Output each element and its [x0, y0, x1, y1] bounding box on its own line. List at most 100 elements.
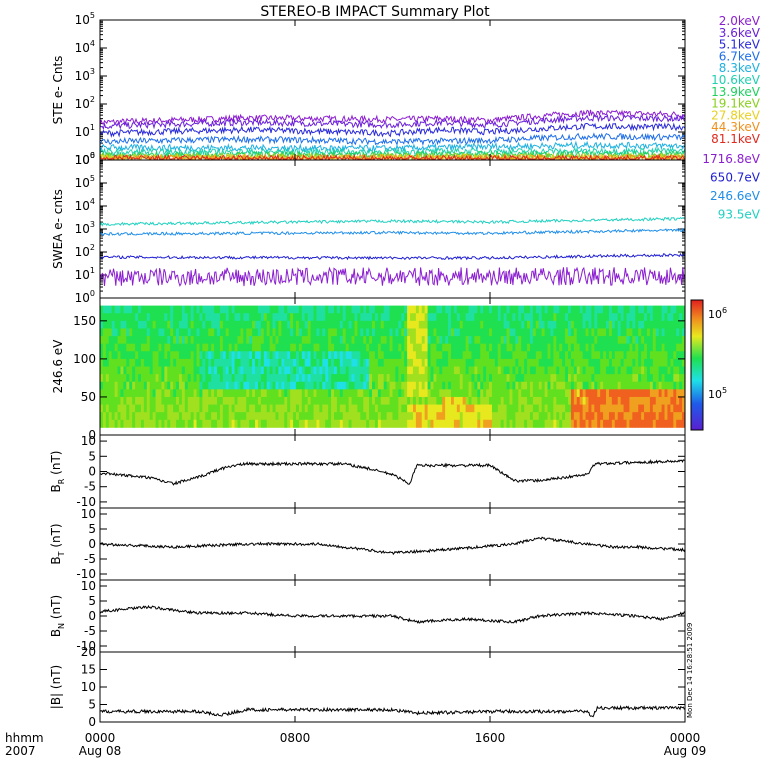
ytick-label: 5 [88, 449, 96, 463]
colorbar [690, 299, 704, 431]
ytick-label: 104 [75, 39, 95, 55]
ytick-label: 10 [81, 680, 96, 694]
xtick-label: 1600 [475, 731, 506, 745]
ytick-label: 10 [81, 579, 96, 593]
series-line-13.9keV [99, 149, 686, 160]
field-line-br [99, 459, 686, 486]
timestamp-note: Mon Dec 14 16:28:51 2009 [686, 623, 694, 718]
ytick-label: 0 [88, 609, 96, 623]
x-corner-bottom: 2007 [5, 744, 36, 758]
series-line-246.6eV [99, 227, 686, 237]
series-line-3.6keV [99, 113, 686, 131]
legend-13.9keV: 13.9keV [711, 85, 761, 99]
ytick-label: -10 [76, 495, 96, 509]
legend-3.6keV: 3.6keV [719, 26, 761, 40]
series-line-81.1keV [99, 153, 686, 161]
ylabel-br: BR (nT) [49, 451, 66, 493]
xtick-date-label: Aug 08 [79, 744, 122, 758]
ytick-label: 104 [75, 197, 95, 213]
legend-8.3keV: 8.3keV [719, 61, 761, 75]
ytick-label: 103 [75, 67, 95, 83]
legend-650.7eV: 650.7eV [710, 171, 761, 185]
ytick-label: 50 [81, 390, 96, 404]
legend-6.7keV: 6.7keV [719, 49, 761, 63]
legend-10.6keV: 10.6keV [711, 73, 761, 87]
ytick-label: 150 [73, 314, 96, 328]
ytick-label: 5 [88, 594, 96, 608]
ylabel-bmag: |B| (nT) [49, 665, 63, 709]
ytick-label: 101 [75, 123, 95, 139]
legend-5.1keV: 5.1keV [719, 38, 761, 52]
ytick-label: 102 [75, 243, 95, 259]
ylabel-bn: BN (nT) [49, 595, 66, 637]
ytick-label: -5 [84, 624, 96, 638]
ytick-label: 101 [75, 266, 95, 282]
panel-swea: 100 101 102 103 104 105 106 SWEA e- cnts [51, 151, 686, 305]
ytick-label: 10 [81, 434, 96, 448]
series-line-10.6keV [99, 146, 686, 157]
panel-bmag: 0 5 10 15 20 |B| (nT) [49, 645, 686, 729]
ytick-label: 0 [88, 428, 96, 442]
xtick-label: 0000 [670, 731, 701, 745]
ytick-label: -10 [76, 567, 96, 581]
legend-93.5eV: 93.5eV [718, 208, 761, 222]
ytick-label: 102 [75, 95, 95, 111]
ytick-label: 105 [75, 11, 95, 27]
series-line-93.5eV [99, 216, 686, 227]
ylabel-ste: STE e- Cnts [51, 56, 65, 125]
ytick-label: 15 [81, 663, 96, 677]
legend-2.0keV: 2.0keV [719, 14, 761, 28]
field-line-bt [99, 536, 686, 556]
legend-19.1keV: 19.1keV [711, 97, 761, 111]
colorbar-top-label: 106 [708, 306, 727, 321]
series-line-8.3keV [99, 140, 686, 153]
legend-1716.8eV: 1716.8eV [702, 152, 760, 166]
ytick-label: 10 [81, 507, 96, 521]
ytick-label: 105 [75, 174, 95, 190]
series-line-44.3keV [99, 153, 686, 161]
ytick-label: 100 [75, 151, 95, 167]
ytick-label: -5 [84, 480, 96, 494]
ylabel-swea: SWEA e- cnts [51, 189, 65, 269]
series-line-650.7eV [99, 252, 685, 261]
ytick-label: 5 [88, 698, 96, 712]
series-line-1716.8eV [99, 266, 686, 287]
panel-pad: 0 50 100 150 246.6 eV [51, 297, 686, 442]
x-corner-top: hhmm [5, 731, 44, 745]
swea-legend: 1716.8eV 650.7eV 246.6eV 93.5eV [702, 152, 760, 222]
ylabel-pad: 246.6 eV [51, 339, 65, 394]
panel-ste: 100 101 102 103 104 105 STE e- Cnts [51, 11, 686, 167]
ytick-label: -5 [84, 552, 96, 566]
legend-27.8keV: 27.8keV [711, 108, 761, 122]
plot-title: STEREO-B IMPACT Summary Plot [260, 4, 490, 20]
xtick-label: 0000 [85, 731, 116, 745]
ytick-label: 0 [88, 537, 96, 551]
ytick-label: 0 [88, 465, 96, 479]
series-line-6.7keV [99, 132, 686, 147]
ytick-label: 106 [75, 151, 95, 167]
ytick-label: -10 [76, 639, 96, 653]
ytick-label: 100 [73, 352, 96, 366]
field-line-bmag [99, 704, 686, 718]
colorbar-mid-label: 105 [708, 386, 727, 401]
series-line-2.0keV [99, 109, 686, 127]
legend-44.3keV: 44.3keV [711, 120, 761, 134]
ytick-label: 100 [75, 289, 95, 305]
ytick-label: 103 [75, 220, 95, 236]
xtick-date-label: Aug 09 [664, 744, 707, 758]
legend-81.1keV: 81.1keV [711, 132, 761, 146]
xtick-label: 0800 [280, 731, 311, 745]
series-line-5.1keV [99, 122, 686, 138]
ytick-label: 0 [88, 715, 96, 729]
ytick-label: 5 [88, 522, 96, 536]
ste-legend: 2.0keV3.6keV5.1keV6.7keV8.3keV10.6keV13.… [711, 14, 761, 146]
ylabel-bt: BT (nT) [49, 523, 66, 564]
panel-br: -10-50 510 BR (nT) [49, 434, 686, 509]
field-line-bn [99, 604, 686, 624]
legend-246.6eV: 246.6eV [710, 189, 761, 203]
ytick-label: 20 [81, 645, 96, 659]
